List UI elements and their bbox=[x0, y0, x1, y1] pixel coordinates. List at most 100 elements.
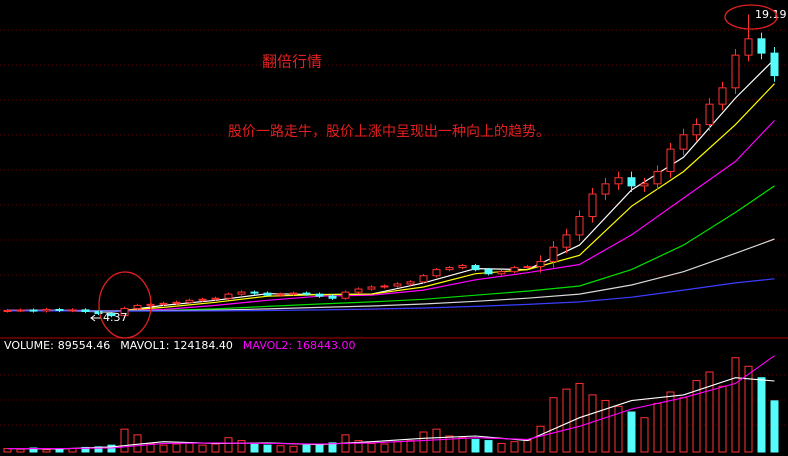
candle-body bbox=[120, 307, 129, 317]
candle-body bbox=[185, 299, 194, 303]
candle-body bbox=[81, 309, 90, 313]
candle-body bbox=[3, 309, 12, 312]
volume-bar bbox=[770, 400, 779, 453]
candle-body bbox=[601, 183, 610, 195]
volume-bar bbox=[289, 445, 298, 453]
candle-body bbox=[29, 309, 38, 312]
candle-body bbox=[263, 292, 272, 296]
readout-value: 168443.00 bbox=[296, 339, 356, 352]
volume-bar bbox=[562, 388, 571, 453]
readout-name: VOLUME: bbox=[4, 339, 54, 352]
candle-body bbox=[276, 293, 285, 296]
volume-bar bbox=[510, 441, 519, 453]
candle-body bbox=[315, 293, 324, 297]
volume-bar bbox=[133, 434, 142, 453]
volume-bar bbox=[523, 440, 532, 453]
volume-bar bbox=[718, 385, 727, 453]
volume-bar bbox=[172, 443, 181, 453]
candle-body bbox=[757, 38, 766, 54]
candle-body bbox=[523, 266, 532, 269]
volume-bar bbox=[627, 411, 636, 453]
candle-body bbox=[549, 246, 558, 262]
volume-bar bbox=[419, 431, 428, 453]
volume-bar bbox=[705, 371, 714, 453]
volume-bar bbox=[263, 444, 272, 453]
candle-body bbox=[458, 265, 467, 269]
volume-bar bbox=[497, 442, 506, 453]
candle-body bbox=[497, 271, 506, 275]
candle-body bbox=[42, 308, 51, 312]
candle-body bbox=[432, 269, 441, 277]
candle-body bbox=[289, 292, 298, 295]
volume-bar bbox=[354, 440, 363, 453]
candle-body bbox=[445, 267, 454, 271]
annotation: 股价一路走牛，股价上涨中呈现出一种向上的趋势。 bbox=[228, 124, 550, 140]
volume-average bbox=[7, 377, 775, 450]
candle-body bbox=[16, 309, 25, 312]
volume-bar bbox=[29, 447, 38, 453]
candle-body bbox=[237, 291, 246, 295]
volume-bar bbox=[484, 440, 493, 453]
high-label: 19.19 bbox=[755, 8, 787, 21]
volume-bar bbox=[692, 380, 701, 453]
volume-bar bbox=[276, 445, 285, 453]
candle-body bbox=[107, 313, 116, 317]
candle-body bbox=[68, 309, 77, 312]
candle-body bbox=[666, 148, 675, 173]
candle-body bbox=[250, 291, 259, 294]
volume-bar bbox=[198, 444, 207, 453]
candle-body bbox=[471, 265, 480, 271]
candle-body bbox=[640, 183, 649, 187]
candle-body bbox=[172, 301, 181, 304]
volume-bar bbox=[731, 357, 740, 453]
candle-body bbox=[367, 286, 376, 290]
volume-bar bbox=[302, 444, 311, 453]
candle-body bbox=[406, 281, 415, 285]
volume-bar bbox=[458, 437, 467, 453]
volume-bar bbox=[380, 443, 389, 453]
candle-body bbox=[133, 304, 142, 309]
volume-bar bbox=[679, 397, 688, 453]
price-panel bbox=[3, 14, 779, 318]
candle-body bbox=[731, 54, 740, 89]
candle-body bbox=[510, 267, 519, 273]
volume-bar bbox=[367, 442, 376, 453]
moving-average bbox=[7, 278, 775, 312]
candle-body bbox=[55, 308, 64, 311]
low-arrow bbox=[90, 314, 101, 322]
candle-body bbox=[341, 291, 350, 299]
volume-average bbox=[7, 355, 775, 450]
volume-bar bbox=[315, 443, 324, 453]
candle-body bbox=[354, 288, 363, 293]
candle-body bbox=[718, 87, 727, 105]
readout-value: 89554.46 bbox=[58, 339, 111, 352]
volume-bar bbox=[614, 405, 623, 453]
readout-value: 124184.40 bbox=[173, 339, 233, 352]
volume-bar bbox=[653, 402, 662, 453]
candle-body bbox=[705, 103, 714, 126]
candle-body bbox=[159, 302, 168, 305]
candle-body bbox=[588, 193, 597, 218]
volume-bar bbox=[159, 444, 168, 453]
candle-body bbox=[380, 285, 389, 288]
volume-bar bbox=[432, 428, 441, 453]
volume-bar bbox=[211, 443, 220, 453]
candle-body bbox=[393, 283, 402, 287]
candle-body bbox=[744, 38, 753, 56]
volume-bar bbox=[185, 442, 194, 453]
candle-body bbox=[575, 216, 584, 236]
candle-body bbox=[536, 260, 545, 268]
volume-bar bbox=[42, 449, 51, 453]
volume-bar bbox=[328, 442, 337, 453]
volume-bar bbox=[224, 437, 233, 453]
low-label: 4.37 bbox=[103, 311, 128, 324]
annotation: 翻倍行情 bbox=[262, 53, 322, 71]
candle-body bbox=[692, 124, 701, 136]
candle-body bbox=[302, 292, 311, 295]
volume-bar bbox=[588, 394, 597, 453]
volume-bar bbox=[666, 391, 675, 453]
candle-body bbox=[224, 293, 233, 299]
